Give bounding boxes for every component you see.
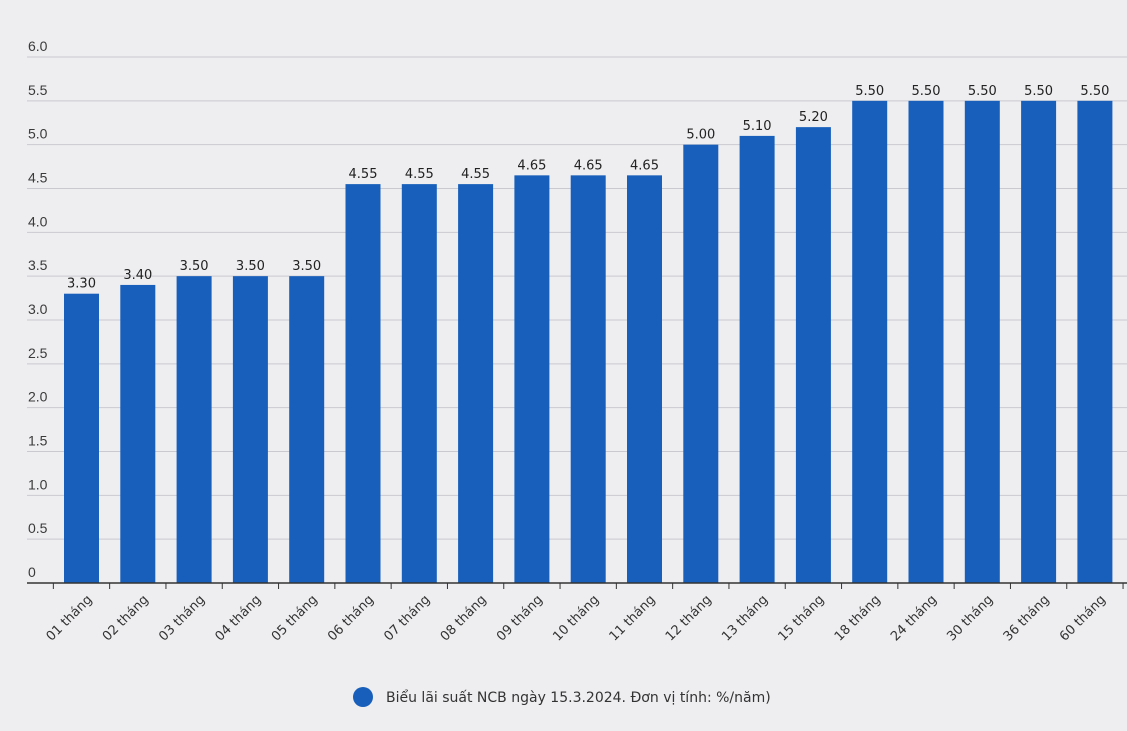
- bar: [514, 175, 550, 583]
- y-tick-label: 0: [28, 564, 36, 580]
- category-label: 11 tháng: [607, 592, 659, 644]
- bar: [795, 127, 831, 583]
- data-label: 4.55: [461, 167, 490, 182]
- y-tick-label: 1.5: [28, 433, 48, 449]
- x-axis-ticks: [52, 583, 1124, 589]
- bar: [232, 276, 268, 583]
- y-tick-label: 2.0: [28, 389, 48, 405]
- bar: [570, 175, 606, 583]
- y-tick-label: 0.5: [28, 520, 48, 536]
- category-label: 60 tháng: [1057, 592, 1109, 644]
- category-label: 13 tháng: [719, 592, 771, 644]
- data-label: 4.65: [630, 158, 659, 173]
- category-label: 30 tháng: [944, 592, 996, 644]
- category-label: 09 tháng: [494, 592, 546, 644]
- bar: [852, 100, 888, 583]
- bar: [458, 184, 494, 583]
- y-tick-label: 1.0: [28, 476, 48, 492]
- value-labels: 3.30 3.40 3.50 3.50 3.50 4.55 4.55 4.55 4.65 4.65…: [67, 84, 1109, 292]
- bar: [120, 284, 156, 583]
- bar: [964, 100, 1000, 583]
- y-tick-label: 5.0: [28, 126, 48, 142]
- category-label: 06 tháng: [325, 592, 377, 644]
- y-tick-label: 4.0: [28, 213, 48, 229]
- category-label: 24 tháng: [888, 592, 940, 644]
- bar: [1021, 100, 1057, 583]
- data-label: 5.50: [968, 84, 997, 99]
- bar: [908, 100, 944, 583]
- data-label: 3.50: [292, 259, 321, 274]
- category-label: 15 tháng: [775, 592, 827, 644]
- bar: [1077, 100, 1113, 583]
- data-label: 5.50: [855, 84, 884, 99]
- bars: [64, 100, 1113, 583]
- category-label: 04 tháng: [212, 592, 264, 644]
- bar: [739, 135, 775, 583]
- y-tick-label: 3.0: [28, 301, 48, 317]
- category-label: 36 tháng: [1001, 592, 1053, 644]
- data-label: 4.65: [517, 158, 546, 173]
- data-label: 5.10: [743, 119, 772, 134]
- category-label: 07 tháng: [381, 592, 433, 644]
- category-label: 05 tháng: [269, 592, 321, 644]
- data-label: 5.20: [799, 110, 828, 125]
- bar: [401, 184, 437, 583]
- legend-marker: [353, 687, 373, 707]
- category-label: 03 tháng: [156, 592, 208, 644]
- bar: [345, 184, 381, 583]
- data-label: 4.55: [349, 167, 378, 182]
- data-label: 3.50: [180, 259, 209, 274]
- category-label: 02 tháng: [100, 592, 152, 644]
- bar: [64, 293, 99, 583]
- category-label: 12 tháng: [663, 592, 715, 644]
- legend: Biểu lãi suất NCB ngày 15.3.2024. Đơn vị…: [353, 687, 771, 707]
- legend-label: Biểu lãi suất NCB ngày 15.3.2024. Đơn vị…: [386, 689, 771, 706]
- y-tick-label: 6.0: [28, 38, 48, 54]
- bar: [289, 276, 325, 583]
- bar: [627, 175, 662, 583]
- data-label: 5.00: [686, 128, 715, 143]
- data-label: 5.50: [1024, 84, 1053, 99]
- category-label: 18 tháng: [832, 592, 884, 644]
- data-label: 4.65: [574, 158, 603, 173]
- bar: [683, 144, 719, 583]
- y-tick-label: 3.5: [28, 257, 48, 273]
- y-tick-label: 5.5: [28, 82, 48, 98]
- category-label: 01 tháng: [44, 592, 96, 644]
- category-label: 10 tháng: [550, 592, 602, 644]
- data-label: 4.55: [405, 167, 434, 182]
- data-label: 3.50: [236, 259, 265, 274]
- data-label: 3.40: [123, 268, 152, 283]
- data-label: 5.50: [912, 84, 941, 99]
- bar: [176, 276, 212, 583]
- category-labels: 01 tháng 02 tháng 03 tháng 04 tháng 05 tháng…: [44, 592, 1109, 644]
- category-label: 08 tháng: [438, 592, 490, 644]
- y-axis-ticks: 0 0.5 1.0 1.5 2.0 2.5 3.0 3.5 4.0 4.5 5.0 5.5 6.0: [28, 38, 48, 580]
- y-tick-label: 2.5: [28, 345, 48, 361]
- data-label: 5.50: [1080, 84, 1109, 99]
- y-tick-label: 4.5: [28, 170, 48, 186]
- data-label: 3.30: [67, 277, 96, 292]
